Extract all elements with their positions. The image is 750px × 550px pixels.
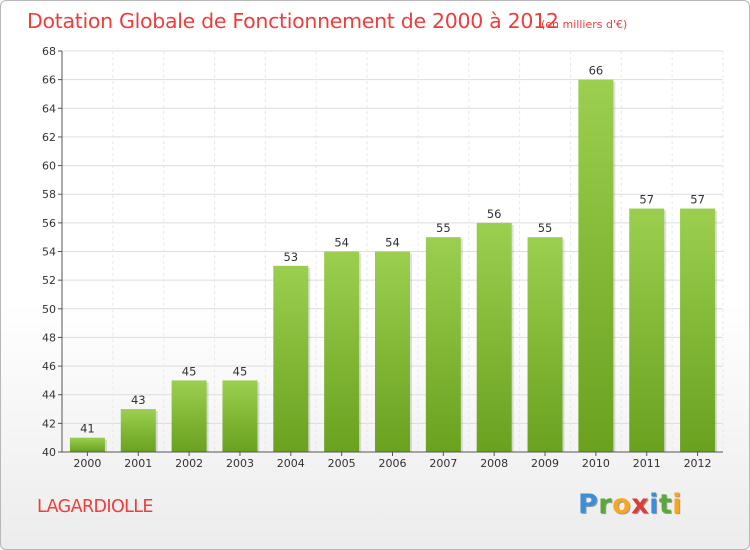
data-label: 56 bbox=[487, 207, 502, 221]
data-label: 45 bbox=[182, 364, 197, 378]
x-tick-label: 2006 bbox=[379, 457, 407, 470]
y-tick-label: 46 bbox=[42, 360, 56, 373]
y-tick-label: 54 bbox=[42, 246, 56, 259]
y-tick-label: 66 bbox=[42, 74, 56, 87]
bar bbox=[426, 237, 461, 452]
x-tick-label: 2010 bbox=[582, 457, 610, 470]
bar bbox=[578, 80, 613, 452]
y-tick-label: 50 bbox=[42, 303, 56, 316]
bar bbox=[629, 209, 664, 452]
proxiti-logo: Proxiti bbox=[578, 489, 682, 520]
bar-chart: 40 42 44 46 48 50 52 54 56 58 60 62 64 66 68 41 2000 43 20… bbox=[1, 1, 750, 550]
x-tick-label: 2007 bbox=[429, 457, 457, 470]
logo-letter: i bbox=[672, 489, 682, 520]
data-label: 55 bbox=[436, 221, 451, 235]
bar bbox=[273, 266, 308, 452]
commune-name: LAGARDIOLLE bbox=[37, 497, 153, 517]
bars bbox=[70, 80, 717, 452]
y-tick-label: 56 bbox=[42, 217, 56, 230]
logo-letter: t bbox=[659, 489, 672, 520]
x-tick-label: 2005 bbox=[328, 457, 356, 470]
y-tick-label: 62 bbox=[42, 131, 56, 144]
y-tick-label: 64 bbox=[42, 102, 56, 115]
y-tick-label: 42 bbox=[42, 417, 56, 430]
data-label: 57 bbox=[639, 193, 654, 207]
data-label: 43 bbox=[131, 393, 146, 407]
bar bbox=[70, 438, 105, 452]
y-tick-label: 44 bbox=[42, 389, 56, 402]
data-label: 66 bbox=[589, 64, 604, 78]
data-label: 53 bbox=[283, 250, 298, 264]
bar bbox=[121, 409, 156, 452]
bar bbox=[324, 252, 359, 453]
x-tick-label: 2004 bbox=[277, 457, 305, 470]
logo-letter: i bbox=[649, 489, 659, 520]
bar bbox=[680, 209, 715, 452]
data-label: 54 bbox=[334, 236, 349, 250]
y-tick-label: 52 bbox=[42, 274, 56, 287]
bar bbox=[528, 237, 563, 452]
data-label: 54 bbox=[385, 236, 400, 250]
y-tick-label: 40 bbox=[42, 446, 56, 459]
y-tick-label: 68 bbox=[42, 45, 56, 58]
data-label: 41 bbox=[80, 422, 95, 436]
data-label: 57 bbox=[690, 193, 705, 207]
x-tick-label: 2003 bbox=[226, 457, 254, 470]
y-tick-label: 48 bbox=[42, 331, 56, 344]
chart-frame: Dotation Globale de Fonctionnement de 20… bbox=[0, 0, 750, 550]
bar bbox=[222, 380, 257, 452]
bar bbox=[375, 252, 410, 453]
data-label: 45 bbox=[233, 364, 248, 378]
bar bbox=[172, 380, 207, 452]
x-tick-label: 2012 bbox=[684, 457, 712, 470]
logo-letter: x bbox=[631, 489, 649, 520]
data-label: 55 bbox=[538, 221, 553, 235]
x-tick-label: 2002 bbox=[175, 457, 203, 470]
x-tick-label: 2001 bbox=[124, 457, 152, 470]
y-tick-label: 58 bbox=[42, 188, 56, 201]
logo-letter: r bbox=[598, 489, 612, 520]
bar bbox=[477, 223, 512, 452]
logo-letter: P bbox=[578, 489, 598, 520]
logo-letter: o bbox=[612, 489, 631, 520]
x-tick-label: 2009 bbox=[531, 457, 559, 470]
y-tick-label: 60 bbox=[42, 160, 56, 173]
x-tick-label: 2011 bbox=[633, 457, 661, 470]
x-tick-label: 2000 bbox=[73, 457, 101, 470]
x-tick-label: 2008 bbox=[480, 457, 508, 470]
